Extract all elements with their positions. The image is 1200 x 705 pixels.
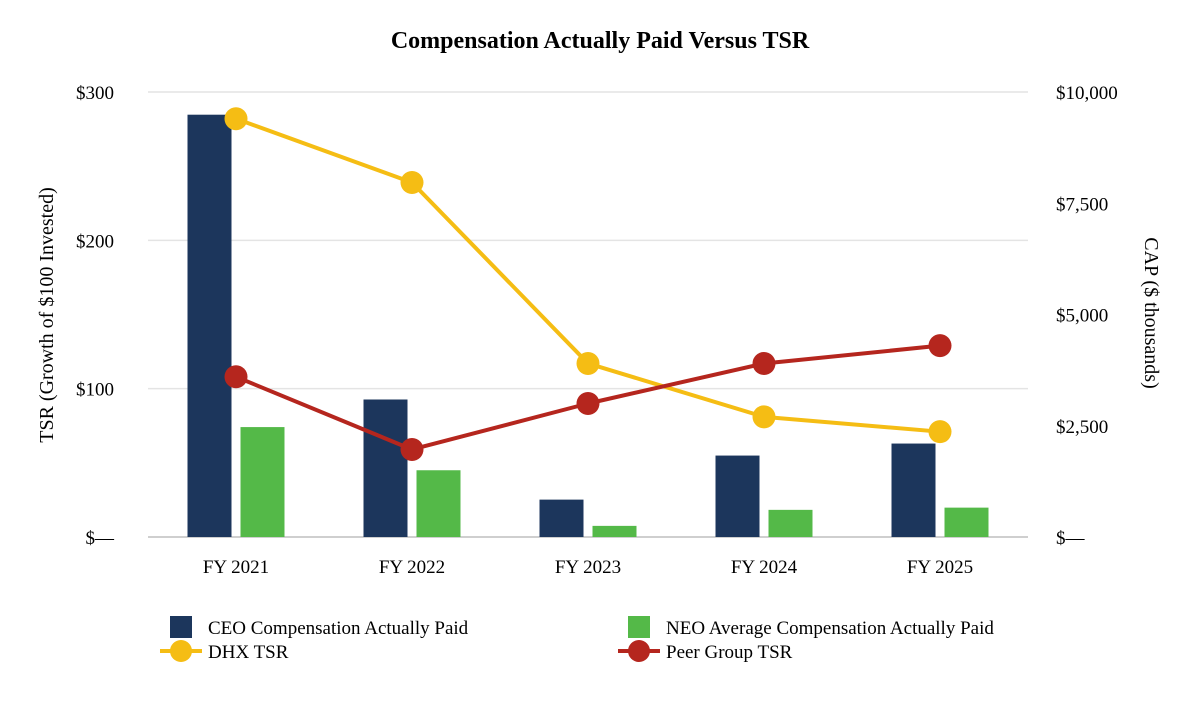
legend-label: Peer Group TSR <box>666 642 793 663</box>
grid-lines <box>148 91 1028 538</box>
legend-marker <box>628 640 650 662</box>
left-tick-label: $200 <box>76 231 114 252</box>
line-point <box>752 405 776 429</box>
line-point <box>928 420 952 444</box>
line-point <box>224 107 248 131</box>
legend-swatch <box>628 616 650 638</box>
line-point <box>400 437 424 461</box>
legend-label: NEO Average Compensation Actually Paid <box>666 618 994 639</box>
bar <box>592 525 637 537</box>
legend-marker <box>170 640 192 662</box>
bar <box>715 455 760 537</box>
x-tick-label: FY 2021 <box>203 557 269 578</box>
bar <box>240 427 285 537</box>
bar <box>416 470 461 537</box>
x-tick-label: FY 2025 <box>907 557 973 578</box>
bar <box>944 507 989 537</box>
right-tick-label: $— <box>1056 528 1086 549</box>
x-tick-label: FY 2022 <box>379 557 445 578</box>
x-tick-label: FY 2023 <box>555 557 621 578</box>
right-tick-label: $5,000 <box>1056 306 1108 327</box>
legend: CEO Compensation Actually Paid NEO Averag… <box>160 616 994 663</box>
bar <box>363 399 408 537</box>
bar <box>891 443 936 537</box>
axes: $— $100 $200 $300 $— $2,500 $5,000 $7,500 $10,00… <box>76 83 1118 578</box>
left-axis-title: TSR (Growth of $100 Invested) <box>36 187 58 443</box>
line-point <box>576 392 600 415</box>
left-tick-label: $300 <box>76 83 114 104</box>
legend-swatch <box>170 616 192 638</box>
bar <box>768 509 813 537</box>
line-point <box>576 351 600 375</box>
line-point <box>224 365 248 389</box>
bar <box>539 499 584 537</box>
lines <box>224 107 952 461</box>
line-point <box>752 351 776 375</box>
left-tick-label: $100 <box>76 380 114 401</box>
bar <box>187 114 232 537</box>
right-tick-label: $10,000 <box>1056 83 1118 104</box>
chart-title: Compensation Actually Paid Versus TSR <box>391 28 810 54</box>
line-point <box>400 170 424 194</box>
right-tick-label: $2,500 <box>1056 417 1108 438</box>
line-point <box>928 334 952 358</box>
bars <box>187 114 989 537</box>
x-tick-label: FY 2024 <box>731 557 798 578</box>
right-tick-label: $7,500 <box>1056 194 1108 215</box>
legend-label: CEO Compensation Actually Paid <box>208 618 469 639</box>
left-tick-label: $— <box>86 528 116 549</box>
legend-label: DHX TSR <box>208 642 289 663</box>
right-axis-title: CAP ($ thousands) <box>1140 237 1162 388</box>
series-line <box>235 116 941 434</box>
